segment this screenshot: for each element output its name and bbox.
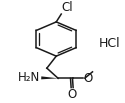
Text: Cl: Cl (62, 1, 74, 14)
Text: H₂N: H₂N (18, 71, 40, 84)
Polygon shape (41, 76, 58, 79)
Text: O: O (84, 72, 93, 85)
Text: HCl: HCl (99, 37, 121, 50)
Text: O: O (68, 88, 77, 101)
